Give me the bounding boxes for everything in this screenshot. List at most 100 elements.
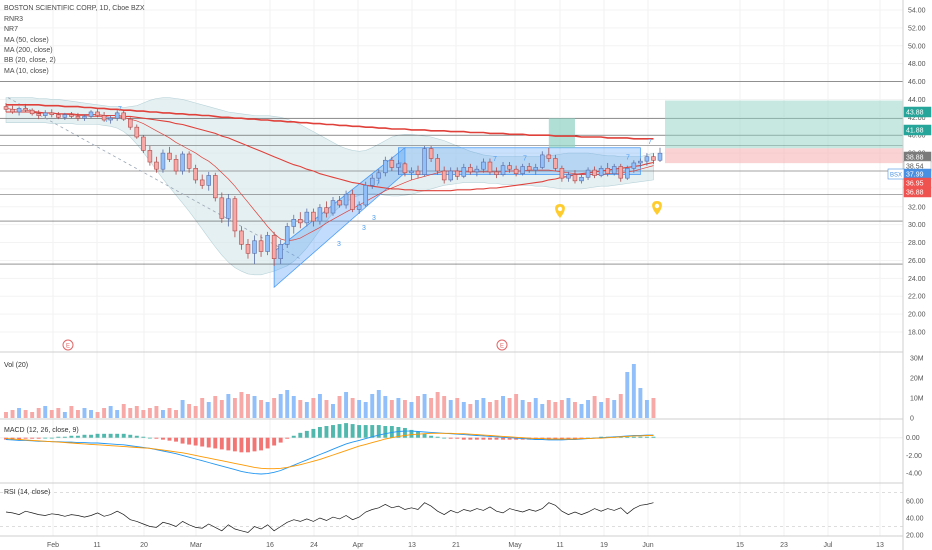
candle (284, 226, 290, 245)
x-tick-label: Jun (642, 542, 653, 549)
volume-bar (487, 402, 492, 418)
candle (579, 176, 584, 182)
volume-bar (134, 406, 139, 418)
macd-histogram-bar (487, 437, 492, 440)
candle (566, 174, 571, 179)
volume-y-tick: 20M (910, 376, 924, 383)
y-tick-label: 50.00 (908, 43, 926, 50)
volume-bar (17, 408, 22, 418)
ma200-line (6, 104, 654, 140)
volume-bar (520, 400, 525, 418)
candle (10, 108, 15, 113)
candle (95, 111, 100, 116)
indicator-ma50: MA (50, close) (4, 37, 49, 44)
candle (540, 154, 545, 168)
candle (252, 240, 257, 254)
candle (49, 112, 55, 115)
volume-bar (350, 398, 355, 418)
candle (553, 158, 558, 169)
volume-bar (180, 400, 185, 418)
volume-bar (128, 408, 133, 418)
macd-histogram-bar (402, 427, 407, 438)
earnings-marker-label: E (66, 344, 70, 350)
volume-bar (527, 402, 532, 418)
price-label-r1 (903, 124, 932, 136)
pattern-label: 7 (376, 180, 380, 187)
breakout-zone (548, 118, 575, 148)
macd-histogram-bar (147, 437, 152, 439)
volume-bar (592, 396, 597, 418)
macd-histogram-bar (49, 437, 54, 439)
volume-bar (494, 400, 499, 418)
volume-bar (259, 400, 264, 418)
candle (533, 167, 539, 171)
volume-bar (474, 400, 479, 418)
price-label-stop (903, 186, 932, 198)
candle (598, 168, 604, 176)
volume-bar (416, 396, 420, 418)
candle (167, 152, 172, 160)
volume-bar (187, 404, 192, 418)
candle (513, 168, 519, 174)
rsi-line (5, 502, 654, 533)
macd-histogram-bar (631, 436, 636, 438)
candle (239, 230, 244, 245)
pattern-label: 7 (493, 156, 497, 163)
candle (193, 168, 198, 181)
bollinger-band (5, 97, 654, 276)
volume-bar (586, 400, 591, 418)
volume-bar (546, 400, 551, 418)
candle (226, 198, 231, 219)
candle (383, 159, 388, 174)
macd-histogram-bar (625, 436, 630, 438)
candle (468, 167, 473, 173)
macd-line (5, 430, 654, 475)
y-tick-label: 28.00 (908, 240, 926, 247)
macd-histogram-bar (644, 436, 649, 438)
candle (36, 113, 41, 116)
volume-bar (30, 412, 35, 418)
volume-bar (573, 402, 577, 418)
volume-bar (115, 410, 120, 418)
macd-histogram-bar (36, 437, 41, 439)
y-tick-label: 44.00 (908, 97, 926, 104)
volume-bar (213, 396, 218, 418)
macd-y-tick: -2.00 (906, 453, 922, 460)
macd-histogram-bar (56, 436, 61, 438)
candle (559, 168, 565, 179)
macd-histogram-bar (128, 434, 133, 438)
macd-histogram-bar (566, 437, 571, 439)
macd-histogram-bar (232, 437, 237, 452)
macd-histogram-bar (461, 437, 466, 440)
ma50-line (6, 111, 654, 192)
candle (461, 167, 467, 177)
x-tick-label: 11 (556, 542, 563, 549)
volume-bar (36, 408, 41, 418)
volume-bar (429, 398, 434, 418)
candle (448, 170, 453, 181)
volume-bar (102, 408, 107, 418)
candle (304, 211, 310, 224)
volume-bar (43, 406, 48, 418)
candle (42, 112, 48, 116)
candle (213, 175, 218, 199)
candle (402, 163, 408, 174)
volume-bar (232, 398, 237, 418)
macd-histogram-bar (167, 437, 172, 441)
macd-histogram-bar (455, 437, 460, 439)
volume-bar (226, 394, 231, 418)
macd-histogram-bar (187, 437, 192, 445)
macd-histogram-bar (265, 437, 270, 449)
volume-bar (638, 388, 643, 418)
macd-histogram-bar (134, 435, 139, 438)
volume-bar (147, 408, 152, 418)
volume-bar (370, 394, 375, 418)
macd-histogram-bar (121, 433, 126, 438)
macd-histogram-bar (193, 437, 198, 446)
candle (265, 235, 270, 252)
earnings-marker (496, 339, 508, 351)
chart-title: BOSTON SCIENTIFIC CORP, 1D, Cboe BZX (4, 5, 145, 12)
macd-histogram-bar (174, 437, 179, 442)
